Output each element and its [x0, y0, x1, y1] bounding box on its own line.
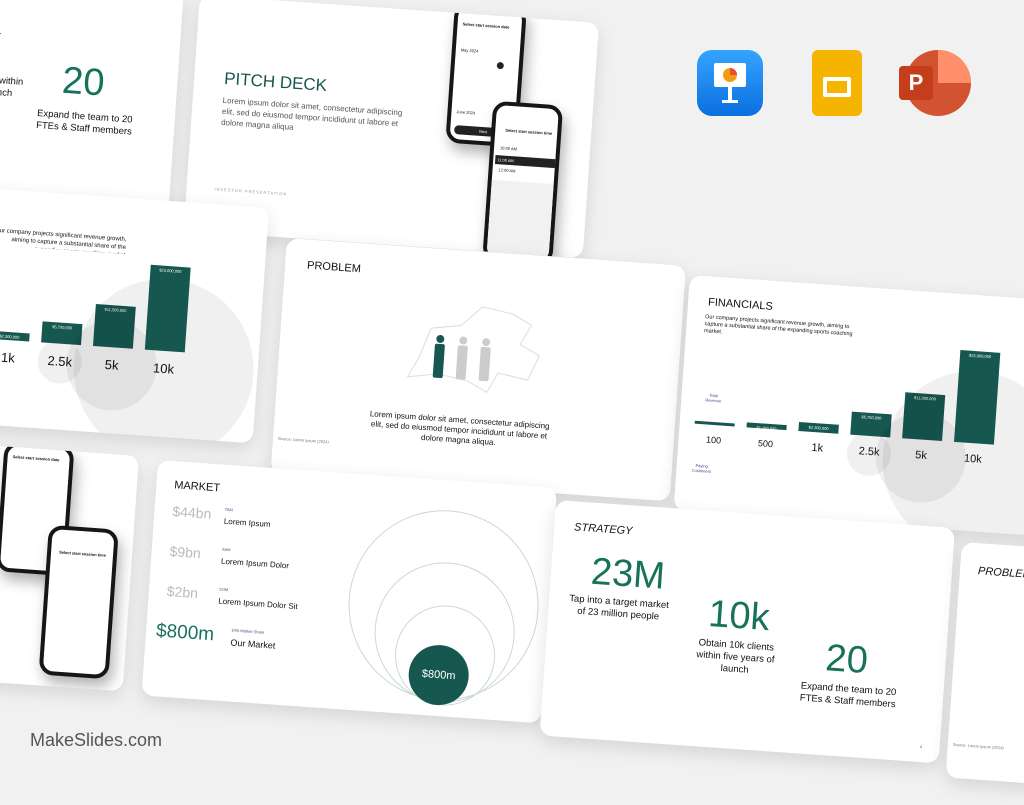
stat-caption: Expand the team to 20 FTEs & Staff membe…: [799, 680, 897, 711]
phone-heading: Select start session time: [505, 127, 553, 136]
stat-value: 20: [60, 59, 106, 105]
slide-problem-partial[interactable]: PROBLEM Source: Lorem Ipsum (2024): [945, 542, 1024, 805]
problem-source: Source: Lorem Ipsum (2024): [952, 741, 1004, 751]
strategy-title: STRATEGY: [573, 521, 633, 538]
customers-tick-label: 1k: [811, 441, 824, 455]
financials-title: FINANCIALS: [707, 296, 774, 313]
stat-caption: Expand the team to 20 FTEs & Staff membe…: [35, 107, 133, 138]
phone-heading: Select start session time: [58, 549, 107, 558]
financials-body: Our company projects significant revenue…: [703, 314, 853, 338]
phone-month: June 2024: [456, 109, 476, 116]
market-value: $44bn: [171, 503, 212, 522]
phone-heading: Select start session date: [12, 454, 60, 463]
market-value: $2bn: [166, 582, 199, 602]
page-number: 4: [919, 743, 923, 750]
stat-value: 20: [824, 637, 870, 683]
keynote-app-icon[interactable]: [697, 50, 763, 116]
stat-caption: Obtain 10k clients within five years of …: [696, 637, 775, 676]
map-outline-icon: [406, 306, 541, 393]
phone-mockup-time: Select start session time: [38, 524, 119, 680]
problem-title: PROBLEM: [306, 259, 362, 276]
market-tag: SOM: [218, 586, 229, 593]
slide-market[interactable]: MARKET $44bn TAM Lorem Ipsum $9bn SAM Lo…: [141, 460, 558, 724]
market-title: MARKET: [173, 479, 221, 495]
revenue-bar: $1,150,000: [746, 422, 787, 432]
customers-tick-label: 500: [757, 438, 774, 450]
phone-heading: Select start session date: [462, 21, 510, 30]
slide-financials-partial[interactable]: Our company projects significant revenue…: [0, 180, 270, 444]
slide-strategy[interactable]: STRATEGY 23M Tap into a target market of…: [539, 500, 956, 764]
stat-value: 10k: [0, 16, 3, 63]
time-slot: 12:00 AM: [498, 167, 516, 174]
revenue-bar: $2,300,000: [0, 330, 30, 342]
customers-tick-label: 1k: [0, 349, 16, 366]
stat-caption: Obtain 10k clients within five years of …: [0, 70, 24, 100]
people-icon: [432, 334, 491, 382]
brand-watermark: MakeSlides.com: [30, 730, 163, 750]
slide-phone-partial[interactable]: Select start session date Select start s…: [0, 428, 140, 692]
customers-tick-label: 100: [705, 434, 722, 446]
stat-value: 10k: [706, 592, 772, 640]
problem-source: Source: Lorem Ipsum (2024): [277, 435, 329, 445]
revenue-bar: $23,000,000: [954, 350, 1001, 445]
time-slot: 10:00 AM: [499, 145, 518, 152]
selected-date: [496, 61, 505, 70]
revenue-label: Total Revenue: [705, 392, 722, 404]
market-value: $800m: [155, 620, 215, 646]
phone-month: May 2024: [460, 47, 479, 54]
customers-label: Paying Customers: [691, 462, 712, 474]
powerpoint-app-icon[interactable]: P: [899, 50, 971, 116]
customers-tick-label: 10k: [152, 360, 175, 377]
revenue-bar: $2,300,000: [798, 421, 839, 434]
slide-financials[interactable]: FINANCIALS Our company projects signific…: [673, 275, 1024, 539]
financials-body: Our company projects significant revenue…: [0, 227, 127, 255]
pitch-body: Lorem ipsum dolor sit amet, consectetur …: [220, 95, 403, 132]
market-value: $9bn: [169, 543, 202, 562]
pitch-footer: INVESTOR PRESENTATION: [214, 186, 288, 197]
market-label: Lorem Ipsum Dolor: [220, 556, 290, 571]
stat-value: 23M: [589, 550, 667, 598]
market-label: Lorem Ipsum Dolor Sit: [217, 596, 299, 612]
phone-mockup-time: Select start session time 10:00 AM 11:00…: [482, 100, 564, 259]
problem-body: Lorem ipsum dolor sit amet, consectetur …: [369, 409, 550, 448]
slide-problem[interactable]: PROBLEM Lorem ipsum dolor sit amet, cons…: [270, 238, 687, 502]
market-label: Lorem Ipsum: [223, 516, 271, 529]
pitch-title: PITCH DECK: [223, 68, 328, 96]
revenue-bar: [694, 420, 735, 427]
market-tag: 10% Market Share: [231, 627, 265, 635]
revenue-bar: $23,000,000: [144, 264, 191, 353]
slide-strategy-partial[interactable]: 10k Obtain 10k clients within five years…: [0, 0, 185, 224]
market-tag: TAM: [224, 506, 234, 513]
problem-title: PROBLEM: [977, 565, 1024, 581]
market-tag: SAM: [221, 546, 231, 553]
google-slides-app-icon[interactable]: [812, 50, 862, 116]
highlight-circle: [876, 365, 1024, 539]
time-slot-selected: 11:00 AM: [494, 155, 558, 169]
market-label: Our Market: [230, 637, 276, 651]
